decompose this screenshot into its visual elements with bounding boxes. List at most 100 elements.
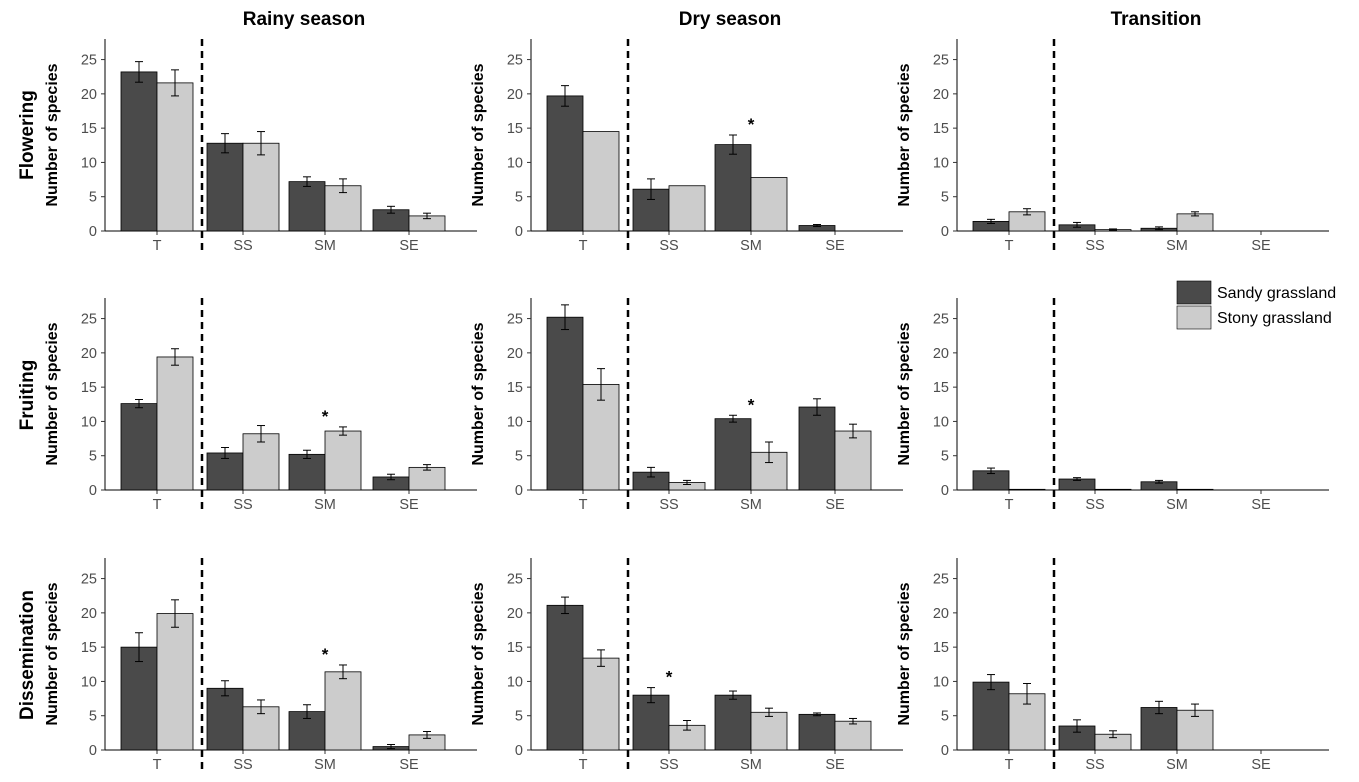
y-tick-label: 15 [507,121,523,137]
x-tick-label-sm: SM [740,238,762,254]
bar-stony-t [1008,488,1046,491]
row-title-fruiting: Fruiting [17,360,38,431]
x-tick-label-sm: SM [314,238,336,254]
x-tick-label-se: SE [399,497,419,513]
x-tick-label-ss: SS [233,238,252,254]
y-tick-label: 10 [507,414,523,430]
bar-stony-sm [1176,213,1214,232]
bar-stony-se [408,466,446,491]
x-tick-label-t: T [1005,238,1014,254]
x-tick-label-se: SE [1251,238,1271,254]
significance-marker: * [322,407,329,426]
y-tick-label: 5 [515,709,523,725]
bar-stony-t [582,657,620,751]
panel-flowering-transition: 0 5 10 15 20 25 Number of species T SS SM SE [896,39,1329,254]
bar-sandy-t [120,71,158,232]
y-axis-title: Number of species [470,582,487,725]
y-tick-label: 25 [507,53,523,69]
x-tick-label-ss: SS [1085,238,1104,254]
bar-sandy-ss [206,142,244,232]
bar-sandy-ss [206,452,244,491]
titles-layer: Rainy season Dry season Transition Flowe… [17,9,1201,720]
row-title-dissemination: Dissemination [17,590,38,720]
panel-dissemination-transition: 0 5 10 15 20 25 Number of species T SS SM SE [896,558,1329,773]
bar-stony-ss [242,142,280,232]
y-axis-title: Number of species [896,322,913,465]
x-tick-label-se: SE [825,238,845,254]
column-title-rainy: Rainy season [243,9,366,30]
y-tick-label: 10 [933,414,949,430]
bar-stony-sm [324,185,362,232]
y-axis-title: Number of species [44,582,61,725]
y-tick-label: 10 [933,155,949,171]
legend-label-sandy: Sandy grassland [1217,285,1336,302]
x-tick-label-se: SE [399,238,419,254]
x-tick-label-sm: SM [740,757,762,773]
y-tick-label: 0 [89,224,97,240]
x-tick-label-sm: SM [1166,497,1188,513]
column-title-dry: Dry season [679,9,781,30]
y-tick-label: 20 [507,87,523,103]
y-tick-label: 25 [933,572,949,588]
bar-stony-t [582,131,620,232]
x-tick-label-sm: SM [314,497,336,513]
bar-sandy-sm [714,694,752,751]
y-tick-label: 15 [507,380,523,396]
bar-sandy-t [120,403,158,491]
bar-stony-sm [324,671,362,751]
y-axis-title: Number of species [470,322,487,465]
bar-stony-ss [242,433,280,491]
y-tick-label: 20 [507,346,523,362]
row-title-flowering: Flowering [17,90,38,180]
y-tick-label: 15 [507,640,523,656]
y-tick-label: 20 [933,87,949,103]
y-tick-label: 0 [941,224,949,240]
x-tick-label-se: SE [825,497,845,513]
bar-sandy-t [546,604,584,751]
legend-label-stony: Stony grassland [1217,310,1332,327]
x-tick-label-ss: SS [1085,757,1104,773]
y-tick-label: 10 [81,674,97,690]
y-tick-label: 20 [933,606,949,622]
x-tick-label-sm: SM [1166,238,1188,254]
x-tick-label-t: T [1005,497,1014,513]
x-tick-label-t: T [153,757,162,773]
x-tick-label-ss: SS [659,497,678,513]
y-tick-label: 5 [515,449,523,465]
bar-stony-t [156,82,194,232]
significance-marker: * [322,645,329,664]
bar-stony-sm [1176,488,1214,491]
x-tick-label-se: SE [1251,497,1271,513]
bar-stony-ss [668,185,706,232]
y-tick-label: 10 [507,155,523,171]
bar-sandy-sm [714,418,752,491]
panel-fruiting-dry-season: 0 5 10 15 20 25 Number of species T SS SM * SE [470,298,903,513]
column-title-transition: Transition [1111,9,1202,30]
panel-flowering-rainy-season: 0 5 10 15 20 25 Number of species T SS SM SE [44,39,477,254]
x-tick-label-t: T [579,757,588,773]
bar-stony-sm [750,177,788,232]
y-tick-label: 25 [933,312,949,328]
y-tick-label: 5 [89,709,97,725]
y-tick-label: 0 [89,483,97,499]
y-axis-title: Number of species [896,63,913,206]
y-tick-label: 5 [89,190,97,206]
y-tick-label: 20 [507,606,523,622]
panel-fruiting-transition: 0 5 10 15 20 25 Number of species T SS SM SE [896,298,1329,513]
bar-sandy-t [120,646,158,751]
y-tick-label: 15 [81,640,97,656]
x-tick-label-sm: SM [1166,757,1188,773]
bar-sandy-sm [714,144,752,232]
x-tick-label-t: T [153,497,162,513]
y-tick-label: 10 [81,414,97,430]
panel-dissemination-dry-season: 0 5 10 15 20 25 Number of species T SS * SM SE [470,558,903,773]
bar-stony-t [156,613,194,751]
y-tick-label: 10 [81,155,97,171]
y-tick-label: 5 [89,449,97,465]
bar-sandy-t [546,95,584,232]
y-tick-label: 10 [933,674,949,690]
y-axis-title: Number of species [896,582,913,725]
bar-sandy-sm [288,181,326,232]
y-tick-label: 20 [81,346,97,362]
x-tick-label-ss: SS [233,497,252,513]
